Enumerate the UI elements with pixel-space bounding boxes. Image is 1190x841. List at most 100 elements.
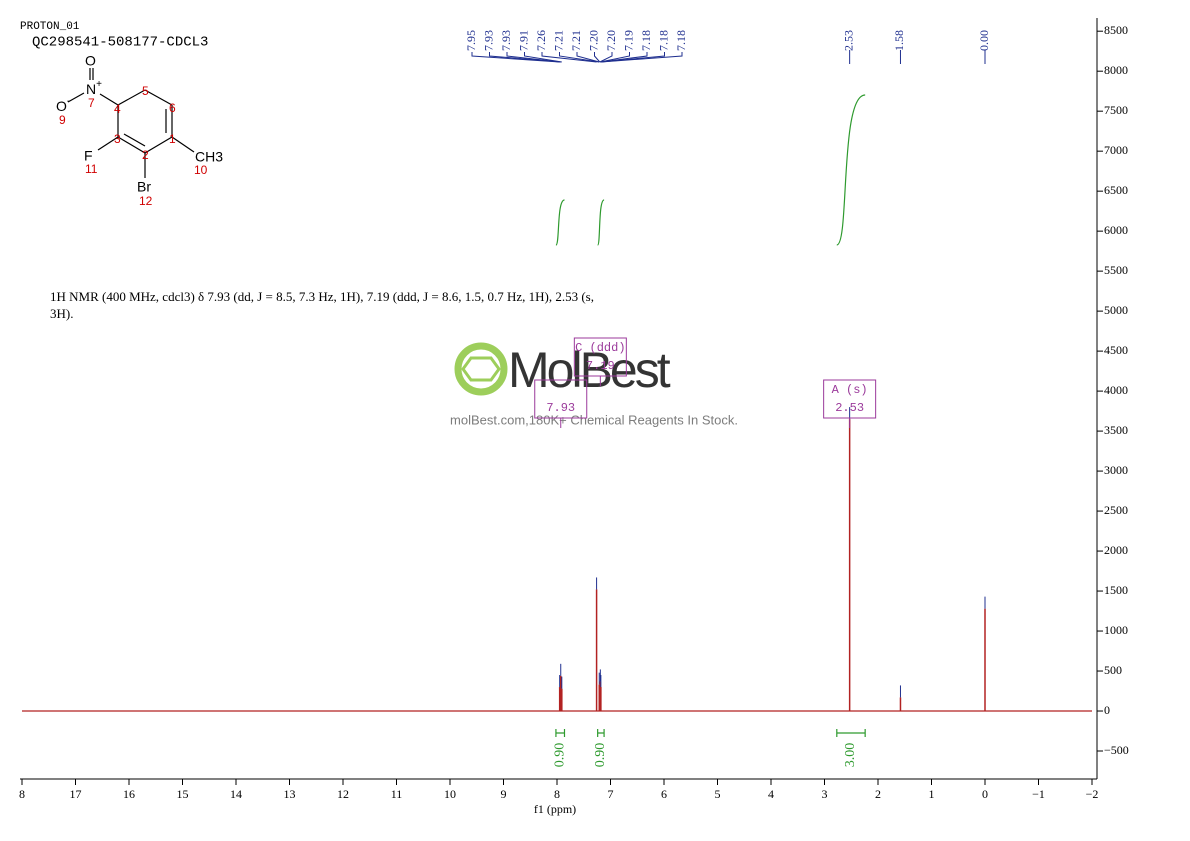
- x-tick-label: 4: [768, 787, 774, 801]
- atom: Br: [137, 179, 151, 195]
- logo-ring: [454, 342, 508, 396]
- multiplet-shift: 2.53: [835, 401, 864, 415]
- y-tick-label: 5500: [1104, 263, 1128, 277]
- peak-label: 0.00: [977, 30, 991, 51]
- peak-label-leader: [506, 52, 561, 63]
- x-tick-label: 16: [123, 787, 135, 801]
- integral-bracket: [836, 729, 866, 737]
- multiplet-shift: 7.93: [546, 401, 575, 415]
- y-tick-label: 1500: [1104, 583, 1128, 597]
- bond: [117, 136, 146, 154]
- x-tick-label: 3: [822, 787, 828, 801]
- logo-hexagon: [461, 356, 501, 382]
- peak-label: 7.18: [674, 30, 688, 51]
- atom: N+: [86, 79, 102, 97]
- y-tick-label: 1000: [1104, 623, 1128, 637]
- x-tick-label: −1: [1032, 787, 1045, 801]
- y-tick-label: 8000: [1104, 63, 1128, 77]
- bond: [171, 136, 195, 153]
- integral-bracket: [555, 729, 566, 737]
- atom-number: 4: [114, 102, 121, 116]
- atom-number: 7: [88, 96, 95, 110]
- peak-label: 7.26: [534, 30, 548, 51]
- y-tick-label: 7500: [1104, 103, 1128, 117]
- atom: O: [85, 53, 96, 69]
- atom-number: 12: [139, 194, 153, 208]
- y-tick-label: 4500: [1104, 343, 1128, 357]
- atom-symbol: N: [86, 81, 96, 97]
- x-tick-label: 8: [19, 787, 25, 801]
- atom-number: 10: [194, 163, 208, 177]
- peak-label: 2.53: [841, 30, 855, 51]
- peak-label: 7.21: [551, 30, 565, 51]
- x-tick-label: 1: [929, 787, 935, 801]
- x-tick-label: 14: [230, 787, 242, 801]
- x-tick-label: 2: [875, 787, 881, 801]
- atom-number: 11: [85, 162, 98, 176]
- peak-label-leader: [600, 52, 648, 63]
- atom-number: 2: [142, 148, 149, 162]
- integral-curve: [597, 199, 605, 246]
- peak-label-leader: [541, 52, 597, 63]
- molecule: [67, 68, 195, 178]
- peak-label: 7.18: [639, 30, 653, 51]
- y-tick-label: 6500: [1104, 183, 1128, 197]
- peak-label-leader: [594, 52, 601, 63]
- y-tick-label: 3500: [1104, 423, 1128, 437]
- atom-number: 3: [114, 132, 121, 146]
- y-tick-label: 500: [1104, 663, 1122, 677]
- atom-number: 1: [169, 132, 176, 146]
- atom: F: [84, 148, 93, 164]
- x-tick-label: 15: [177, 787, 189, 801]
- y-tick-label: 6000: [1104, 223, 1128, 237]
- x-axis-title: f1 (ppm): [534, 802, 576, 816]
- integral-curve: [836, 94, 866, 246]
- atom-symbol: O: [56, 98, 67, 114]
- peak-label-leader: [576, 52, 600, 63]
- peak-label: 7.21: [569, 30, 583, 51]
- multiplet-box: C (ddd) 7.19: [573, 337, 627, 386]
- peak-label: 1.58: [892, 30, 906, 51]
- x-tick-label: 10: [444, 787, 456, 801]
- peak-label: 7.91: [516, 30, 530, 51]
- y-tick-label: 0: [1104, 703, 1110, 717]
- integral-curve: [555, 199, 566, 246]
- peak-label: 7.19: [621, 30, 635, 51]
- atom-number: 9: [59, 113, 66, 127]
- multiplet-label: A (s): [832, 383, 868, 397]
- bond: [97, 136, 119, 151]
- atom-number: 6: [169, 101, 176, 115]
- integral-label: 0.90: [593, 743, 608, 768]
- peak-label-leader: [524, 52, 562, 63]
- x-tick-label: 7: [608, 787, 614, 801]
- x-tick-label: 12: [337, 787, 349, 801]
- bond: [144, 89, 173, 106]
- x-tick-label: 0: [982, 787, 988, 801]
- integral-bracket: [597, 729, 605, 737]
- peak-label: 7.93: [481, 30, 495, 51]
- peak-label: 7.95: [464, 30, 478, 51]
- peak-label: 7.20: [586, 30, 600, 51]
- atom: O-: [56, 96, 70, 114]
- x-tick-label: 13: [284, 787, 296, 801]
- x-tick-label: 11: [391, 787, 403, 801]
- y-tick-label: 4000: [1104, 383, 1128, 397]
- bond: [123, 133, 146, 147]
- multiplet-shift: 7.19: [586, 359, 615, 373]
- x-tick-label: 17: [70, 787, 82, 801]
- watermark-tagline: molBest.com,180K+ Chemical Reagents In S…: [450, 412, 738, 427]
- peak-label-leader: [489, 52, 561, 63]
- peak-label-leader: [600, 52, 630, 63]
- x-tick-label: 9: [501, 787, 507, 801]
- watermark-brand: MolBest: [508, 342, 671, 398]
- bond: [144, 136, 173, 154]
- peak-label: 7.20: [604, 30, 618, 51]
- integral-label: 0.90: [552, 743, 567, 768]
- atom-number: 5: [142, 84, 149, 98]
- x-tick-label: 5: [715, 787, 721, 801]
- bond: [117, 89, 146, 106]
- peak-label: 7.93: [499, 30, 513, 51]
- multiplet-box: A (s) 2.53: [823, 379, 877, 428]
- y-tick-label: 3000: [1104, 463, 1128, 477]
